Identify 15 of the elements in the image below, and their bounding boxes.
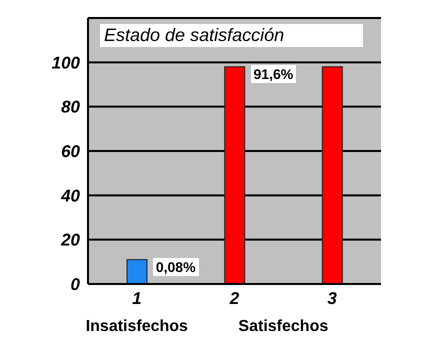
x-tick-label: 1: [132, 289, 142, 308]
y-tick-label: 40: [60, 186, 81, 206]
chart-title: Estado de satisfacción: [104, 25, 284, 45]
text: Insatisfechos: [86, 318, 188, 336]
y-tick-label: 0: [70, 275, 81, 294]
annotation: 91,6%: [250, 64, 296, 83]
x-tick-label: 3: [327, 289, 338, 308]
text: Satisfechos: [238, 318, 328, 336]
title-box: Estado de satisfacción: [100, 24, 363, 47]
y-tick-label: 20: [60, 230, 81, 250]
annotation: 0,08%: [152, 258, 199, 276]
y-tick-label: 60: [61, 142, 81, 162]
x-tick-label: 2: [228, 289, 240, 308]
y-tick-label: 80: [61, 98, 81, 117]
y-tick-label: 100: [52, 53, 81, 72]
